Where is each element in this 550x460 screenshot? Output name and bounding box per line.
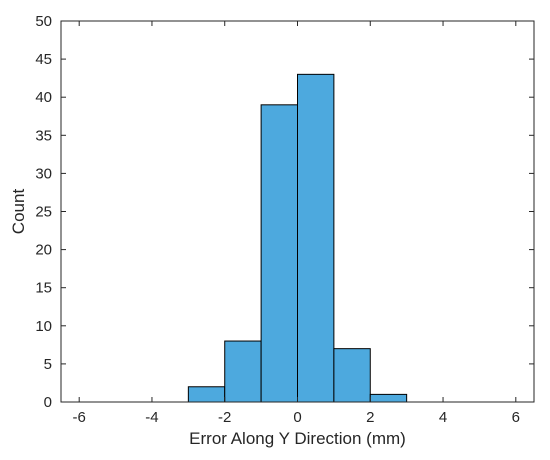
x-tick-label: -2 <box>218 409 231 426</box>
x-axis-label: Error Along Y Direction (mm) <box>189 429 406 448</box>
histogram-bar <box>224 340 262 403</box>
y-tick-label: 30 <box>35 165 52 182</box>
y-tick-label: 35 <box>35 127 52 144</box>
histogram-bar <box>297 73 335 403</box>
histogram-bar <box>333 348 371 403</box>
x-tick-label: -6 <box>73 409 86 426</box>
x-axis-ticks: -6 -4 -2 0 2 4 6 <box>73 21 520 426</box>
y-tick-label: 10 <box>35 318 52 335</box>
histogram-bar <box>260 104 299 403</box>
bars-group <box>187 73 408 403</box>
y-tick-label: 20 <box>35 242 52 259</box>
x-tick-label: 6 <box>512 409 520 426</box>
histogram-bar <box>369 393 408 403</box>
y-axis-label: Count <box>9 189 28 235</box>
y-tick-label: 5 <box>44 356 52 373</box>
y-tick-label: 45 <box>35 51 52 68</box>
y-tick-label: 50 <box>35 13 52 30</box>
y-axis-ticks: 0 5 10 15 20 25 30 35 40 45 50 <box>35 13 534 411</box>
y-tick-label: 0 <box>44 394 52 411</box>
x-tick-label: -4 <box>145 409 158 426</box>
x-tick-label: 2 <box>366 409 374 426</box>
y-tick-label: 25 <box>35 204 52 221</box>
histogram-bar <box>187 386 226 403</box>
x-tick-label: 4 <box>439 409 447 426</box>
y-tick-label: 40 <box>35 89 52 106</box>
y-tick-label: 15 <box>35 280 52 297</box>
x-tick-label: 0 <box>293 409 301 426</box>
